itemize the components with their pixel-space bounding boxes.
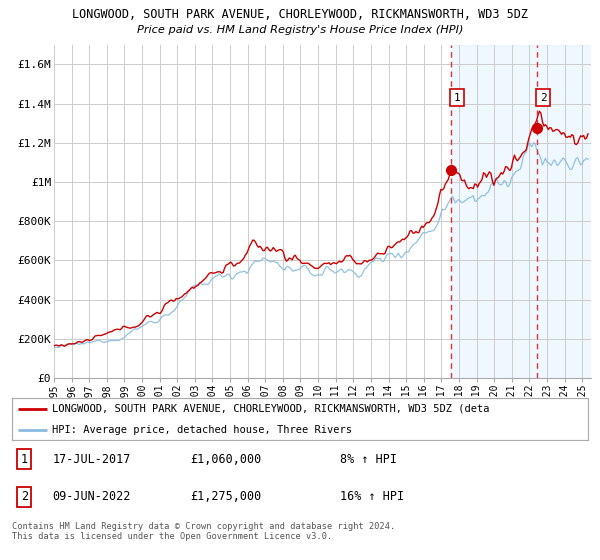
Text: 2: 2 [540, 93, 547, 102]
Text: 17-JUL-2017: 17-JUL-2017 [52, 452, 131, 465]
Bar [451, 45, 600, 378]
Text: 09-JUN-2022: 09-JUN-2022 [52, 491, 131, 503]
Text: HPI: Average price, detached house, Three Rivers: HPI: Average price, detached house, Thre… [52, 424, 352, 435]
Text: 1: 1 [20, 452, 28, 465]
Text: £1,275,000: £1,275,000 [191, 491, 262, 503]
Text: LONGWOOD, SOUTH PARK AVENUE, CHORLEYWOOD, RICKMANSWORTH, WD3 5DZ (deta: LONGWOOD, SOUTH PARK AVENUE, CHORLEYWOOD… [52, 404, 490, 413]
Text: 1: 1 [454, 93, 460, 102]
Text: £1,060,000: £1,060,000 [191, 452, 262, 465]
Text: Contains HM Land Registry data © Crown copyright and database right 2024.
This d: Contains HM Land Registry data © Crown c… [12, 522, 395, 542]
Text: 2: 2 [20, 491, 28, 503]
Text: 8% ↑ HPI: 8% ↑ HPI [340, 452, 397, 465]
Text: LONGWOOD, SOUTH PARK AVENUE, CHORLEYWOOD, RICKMANSWORTH, WD3 5DZ: LONGWOOD, SOUTH PARK AVENUE, CHORLEYWOOD… [72, 8, 528, 21]
Text: 16% ↑ HPI: 16% ↑ HPI [340, 491, 404, 503]
Text: Price paid vs. HM Land Registry's House Price Index (HPI): Price paid vs. HM Land Registry's House … [137, 25, 463, 35]
